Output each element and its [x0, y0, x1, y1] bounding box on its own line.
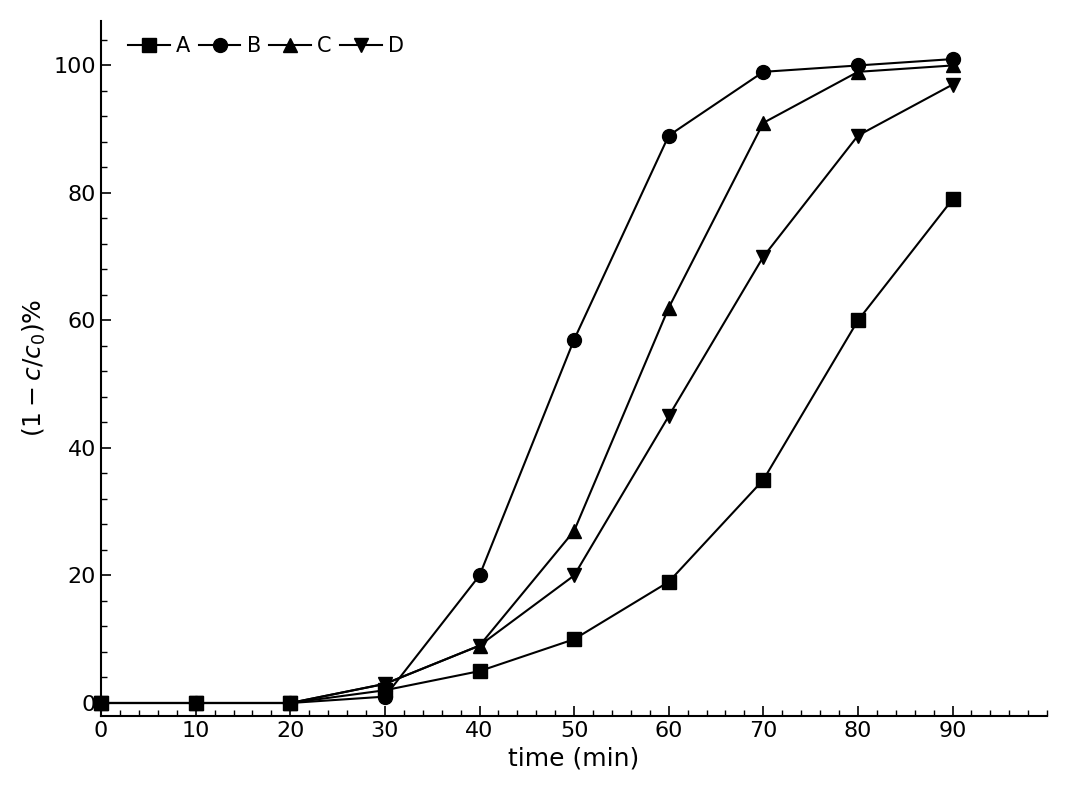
A	[851, 316, 864, 325]
C	[662, 303, 675, 312]
C	[284, 698, 297, 708]
A	[473, 666, 486, 676]
C	[473, 641, 486, 650]
D	[284, 698, 297, 708]
C	[378, 679, 391, 689]
X-axis label: time (min): time (min)	[508, 746, 640, 770]
D	[95, 698, 108, 708]
A	[757, 475, 770, 485]
B	[851, 61, 864, 70]
C	[757, 118, 770, 127]
C	[568, 526, 581, 536]
B	[284, 698, 297, 708]
C	[189, 698, 202, 708]
A	[189, 698, 202, 708]
B	[662, 131, 675, 140]
D	[662, 411, 675, 421]
Legend: A, B, C, D: A, B, C, D	[120, 28, 412, 64]
B	[757, 67, 770, 77]
Line: D: D	[94, 78, 959, 710]
D	[189, 698, 202, 708]
B	[473, 571, 486, 581]
B	[378, 692, 391, 702]
Line: A: A	[94, 192, 959, 710]
A	[378, 686, 391, 695]
D	[473, 641, 486, 650]
D	[757, 252, 770, 262]
Line: B: B	[94, 52, 959, 710]
B	[95, 698, 108, 708]
C	[95, 698, 108, 708]
Y-axis label: $(1-c/c_0)$%: $(1-c/c_0)$%	[21, 299, 48, 437]
B	[568, 335, 581, 344]
Line: C: C	[94, 59, 959, 710]
D	[851, 131, 864, 140]
C	[851, 67, 864, 77]
A	[95, 698, 108, 708]
B	[189, 698, 202, 708]
A	[662, 577, 675, 587]
D	[378, 679, 391, 689]
A	[284, 698, 297, 708]
D	[946, 80, 959, 89]
C	[946, 61, 959, 70]
A	[946, 195, 959, 204]
A	[568, 634, 581, 644]
B	[946, 55, 959, 64]
D	[568, 571, 581, 581]
